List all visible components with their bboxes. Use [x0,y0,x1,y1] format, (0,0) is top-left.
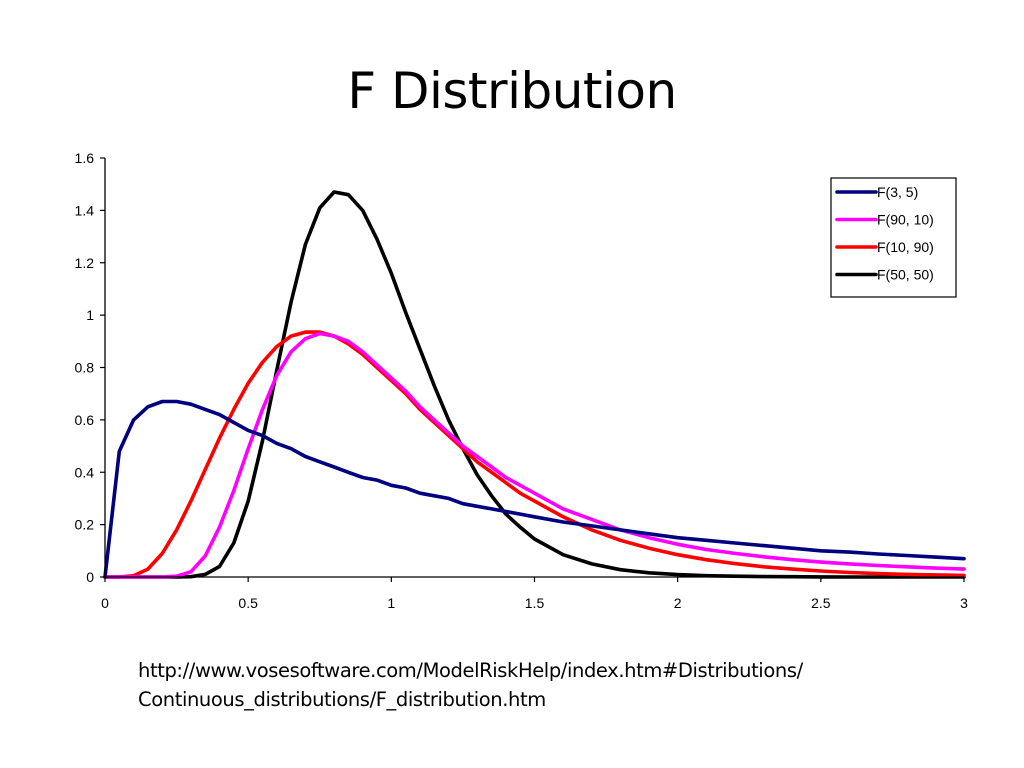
y-tick-label: 1.6 [75,150,95,166]
legend-label: F(90, 10) [877,212,934,228]
source-caption: http://www.vosesoftware.com/ModelRiskHel… [138,656,803,714]
y-tick-label: 0.6 [75,412,95,428]
y-tick-label: 1.2 [75,255,95,271]
y-tick-label: 1.4 [75,202,95,218]
y-tick-label: 0.2 [75,517,95,533]
x-tick-label: 2 [674,595,682,611]
series-line-f-10-90 [103,330,966,579]
series-line-f-3-5 [103,399,966,579]
x-tick-label: 0 [101,595,109,611]
x-tick-label: 0.5 [238,595,258,611]
x-tick-label: 1 [387,595,395,611]
source-url-line-2: Continuous_distributions/F_distribution.… [138,688,546,711]
y-tick-label: 0.8 [75,360,95,376]
series-line-f-90-10 [103,331,966,579]
y-tick-label: 0 [86,569,94,585]
y-tick-label: 0.4 [75,464,95,480]
legend-box [830,177,957,298]
x-tick-label: 2.5 [811,595,831,611]
source-url-line-1: http://www.vosesoftware.com/ModelRiskHel… [138,659,803,682]
slide-title: F Distribution [347,62,677,120]
legend-label: F(3, 5) [877,184,918,200]
y-tick-label: 1 [86,307,94,323]
legend: F(3, 5) F(90, 10) F(10, 90) F(50, 50) [830,177,957,298]
legend-label: F(10, 90) [877,239,934,255]
axes: 0 0.2 0.4 0.6 0.8 1 1.2 1.4 1.6 0 0.5 1 1.5 2 2.5 3 [75,150,969,611]
legend-label: F(50, 50) [877,267,934,283]
x-tick-label: 1.5 [525,595,545,611]
x-tick-label: 3 [960,595,968,611]
